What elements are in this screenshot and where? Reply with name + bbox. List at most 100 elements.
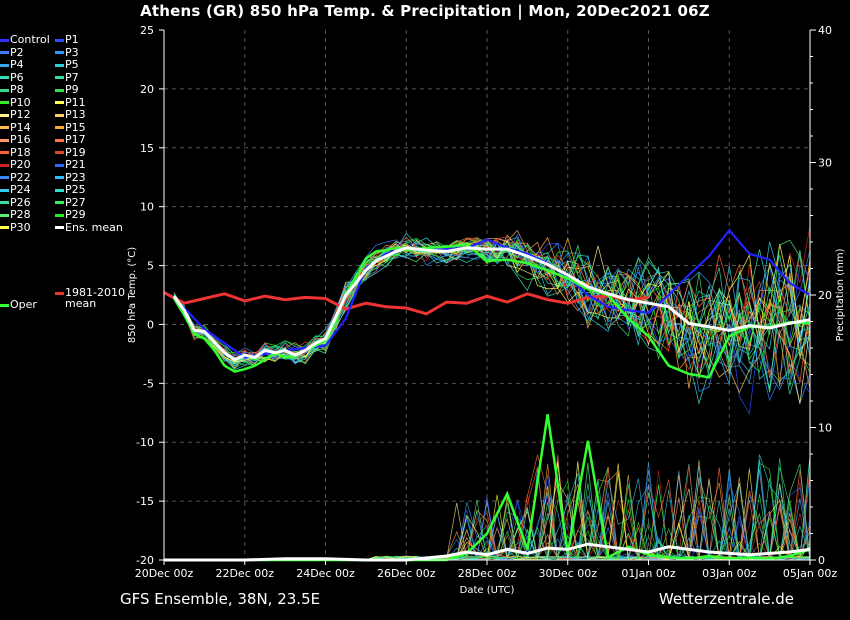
- legend-item-climate-label: 1981-2010: [65, 286, 125, 299]
- chart-axes: 25 20 15 10 5 0 -5 -10 -15 -20 40 30 20 10 0 20Dec 00z 2…: [127, 24, 846, 596]
- legend-item-p28-label: P28: [10, 208, 31, 221]
- y2-tick-label: 0: [818, 554, 825, 567]
- legend-item-ens-mean: Ens. mean: [55, 220, 123, 234]
- legend-item-p20: P20: [0, 159, 31, 171]
- control-line: [173, 228, 811, 359]
- legend-item-p12-label: P12: [10, 108, 31, 121]
- legend-item-p2: P2: [0, 45, 24, 59]
- ens-mean-precip-line: [164, 542, 811, 562]
- x-tick-label: 26Dec 00z: [377, 567, 436, 580]
- legend-item-p18-swatch: [0, 151, 9, 154]
- legend-item-p23: P23: [55, 171, 86, 184]
- legend-item-p25-label: P25: [65, 183, 86, 196]
- legend-item-p25: P25: [55, 184, 86, 196]
- legend-item-p18: P18: [0, 145, 31, 159]
- y-axis-label: 850 hPa Temp. (°C): [127, 247, 138, 343]
- y-tick-label: -15: [136, 495, 154, 508]
- legend-item-p9-swatch: [55, 88, 64, 92]
- legend-item-p18-label: P18: [10, 145, 31, 159]
- legend-item-p8: P8: [0, 84, 24, 96]
- legend-item-p23-swatch: [55, 176, 64, 179]
- legend-item-p24: P24: [0, 184, 31, 196]
- legend-item-p26-label: P26: [10, 195, 31, 209]
- climate-mean-line: [163, 291, 649, 316]
- y2-tick-label: 40: [818, 24, 832, 37]
- ens-mean-temp-line: [172, 246, 811, 362]
- legend-item-p19: P19: [55, 146, 86, 159]
- legend-item-p2-label: P2: [10, 45, 24, 59]
- legend-item-p29-label: P29: [65, 208, 86, 221]
- legend-item-p8-swatch: [0, 88, 9, 92]
- legend-item-p17-label: P17: [65, 133, 86, 146]
- model-location-caption: GFS Ensemble, 38N, 23.5E: [120, 590, 321, 608]
- legend-item-p21-label: P21: [65, 158, 86, 171]
- legend-item-p17: P17: [55, 134, 86, 146]
- y-tick-label: -5: [143, 377, 154, 390]
- y-tick-label: -10: [136, 436, 154, 449]
- member-precip-3: [164, 470, 811, 561]
- legend-item-p3-swatch: [55, 51, 64, 54]
- y-tick-label: 25: [140, 24, 154, 37]
- legend-item-p13: P13: [55, 109, 86, 121]
- legend-item-p30-swatch: [0, 226, 9, 229]
- oper-temp-line: [173, 243, 811, 379]
- chart-title: Athens (GR) 850 hPa Temp. & Precipitatio…: [140, 2, 710, 20]
- legend-item-p3: P3: [55, 45, 79, 59]
- legend-item-p10-swatch: [0, 101, 9, 104]
- legend-item-p27-swatch: [55, 201, 64, 204]
- x-tick-label: 01Jan 00z: [621, 567, 675, 580]
- legend-item-p6-label: P6: [10, 70, 24, 84]
- legend-item-p9-label: P9: [65, 83, 79, 96]
- legend-item-p12-swatch: [0, 113, 9, 117]
- legend-item-p6: P6: [0, 70, 24, 84]
- x-tick-label: 30Dec 00z: [538, 567, 597, 580]
- y-tick-label: 0: [147, 318, 154, 331]
- legend-item-p16: P16: [0, 134, 31, 146]
- legend-item-control-swatch: [0, 38, 9, 42]
- legend-item-p8-label: P8: [10, 83, 24, 96]
- legend-item-p5-label: P5: [65, 58, 79, 71]
- legend-item-p24-swatch: [0, 188, 9, 192]
- legend-item-p15-swatch: [55, 126, 64, 129]
- legend-item-p4: P4: [0, 59, 24, 71]
- y2-axis-label: Precipitation (mm): [835, 248, 846, 341]
- legend-item-p10-label: P10: [10, 95, 31, 109]
- x-tick-label: 05Jan 00z: [783, 567, 837, 580]
- legend-item-p29-swatch: [55, 213, 64, 217]
- legend-item-p13-swatch: [55, 113, 64, 117]
- ensemble-member-20: [173, 225, 811, 369]
- legend-item-p5: P5: [55, 59, 79, 71]
- legend-item-p27-label: P27: [65, 195, 86, 209]
- legend-item-climate-line2: mean: [65, 297, 97, 310]
- legend-item-p30: P30: [0, 221, 31, 234]
- y-tick-label: -20: [136, 554, 154, 567]
- legend-item-p14-swatch: [0, 126, 9, 129]
- y-tick-label: 10: [140, 201, 154, 214]
- ensemble-member-lines: [173, 225, 811, 416]
- legend-item-p9: P9: [55, 84, 79, 96]
- ensemble-member-25: [173, 246, 811, 405]
- legend-item-p1-swatch: [55, 38, 64, 42]
- legend-item-ens-mean-swatch: [55, 226, 64, 229]
- legend-item-control: Control: [0, 34, 50, 46]
- legend-item-p6-swatch: [0, 76, 9, 79]
- legend-item-p22: P22: [0, 170, 31, 184]
- legend-item-p22-swatch: [0, 176, 9, 179]
- x-tick-label: 03Jan 00z: [702, 567, 756, 580]
- legend-item-p28-swatch: [0, 213, 9, 217]
- site-credit: Wetterzentrale.de: [658, 590, 794, 608]
- legend-item-p15-label: P15: [65, 120, 86, 134]
- legend-item-p3-label: P3: [65, 45, 79, 59]
- x-axis-label: Date (UTC): [460, 585, 515, 596]
- legend-item-p21-swatch: [55, 163, 64, 167]
- legend-item-oper-swatch: [0, 303, 9, 307]
- legend-item-p22-label: P22: [10, 170, 31, 184]
- legend-item-p7: P7: [55, 70, 79, 84]
- legend-item-p25-swatch: [55, 188, 64, 192]
- legend-item-p16-label: P16: [10, 133, 31, 146]
- legend-item-p7-label: P7: [65, 70, 79, 84]
- legend-item-ens-mean-label: Ens. mean: [65, 220, 123, 234]
- legend-item-p1-label: P1: [65, 33, 79, 46]
- legend-item-control-label: Control: [10, 33, 50, 46]
- legend-item-p1: P1: [55, 34, 79, 46]
